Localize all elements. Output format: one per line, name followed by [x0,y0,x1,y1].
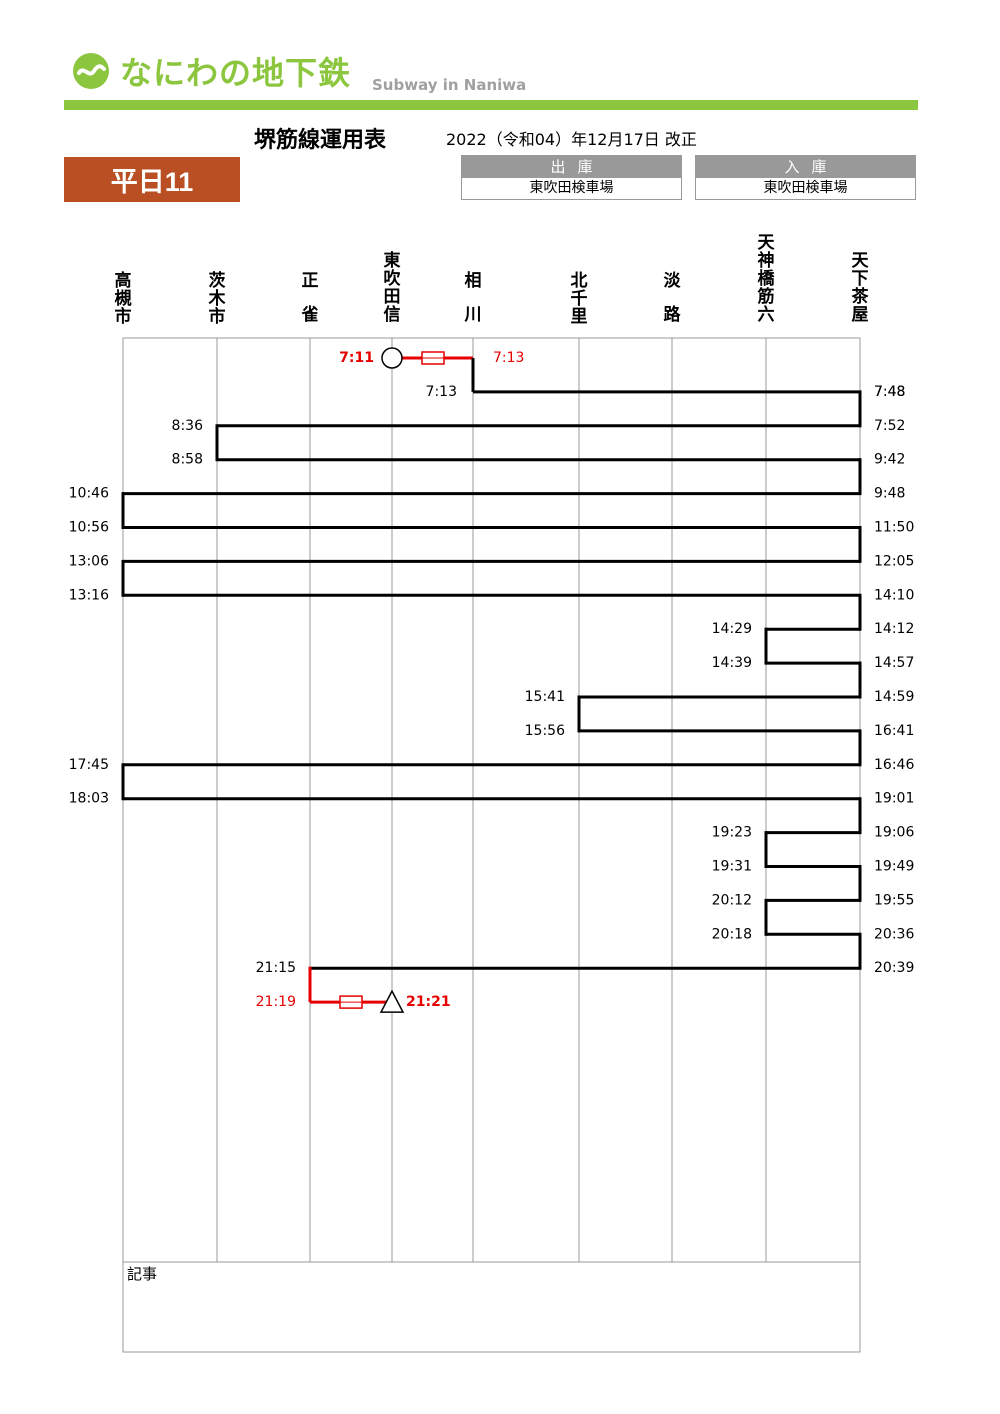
station-3: 正雀 [301,271,319,325]
time-label: 7:13 [426,384,457,400]
time-label: 21:21 [406,994,451,1010]
depot-out-value: 東吹田検車場 [529,180,614,196]
station-5: 相川 [464,271,482,325]
time-label: 19:01 [874,791,914,807]
logo-text: なにわの地下鉄 [120,54,352,92]
depart-circle-icon [381,347,403,369]
time-label: 16:41 [874,723,914,739]
time-label: 15:41 [525,689,565,705]
time-label: 19:55 [874,892,914,908]
time-label: 19:49 [874,859,914,875]
notes-label: 記事 [127,1265,157,1283]
time-label: 11:50 [874,520,914,536]
arrive-triangle-icon [379,989,405,1013]
time-label: 19:31 [712,859,752,875]
time-label: 13:16 [69,587,109,603]
station-4: 東吹田信 [383,251,401,325]
station-8: 天神橋筋六 [757,233,775,325]
time-label: 8:36 [172,418,204,434]
time-label: 8:58 [172,452,203,468]
station-7: 淡路 [663,271,681,325]
station-6: 北千里 [570,271,588,327]
time-label: 14:39 [712,655,752,671]
logo-subtitle: Subway in Naniwa [372,76,527,94]
diagram-frame [122,337,861,1353]
time-label: 20:18 [712,926,752,942]
time-label: 15:56 [525,723,565,739]
time-label: 7:48 [874,384,905,400]
time-label: 14:12 [874,621,914,637]
subway-logo-icon [73,53,109,89]
time-label: 7:52 [874,418,905,434]
time-label: 10:46 [69,486,109,502]
depot-out-label: 出庫 [462,156,681,178]
time-label: 10:56 [69,520,109,536]
time-label: 7:13 [493,350,524,366]
time-label: 9:42 [874,452,905,468]
station-9: 天下茶屋 [851,251,869,325]
time-label: 18:03 [69,791,109,807]
station-1: 高槻市 [114,271,132,327]
depot-in-label: 入庫 [696,156,915,178]
time-label: 7:11 [339,350,374,366]
time-label: 19:23 [712,825,752,841]
time-label: 7:48 [874,384,905,400]
time-label: 14:57 [874,655,914,671]
time-label: 9:48 [874,486,905,502]
revision-date: 2022（令和04）年12月17日 改正 [446,130,697,149]
time-label: 20:36 [874,926,914,942]
time-label: 19:06 [874,825,914,841]
depot-in-box: 入庫 東吹田検車場 [695,155,916,200]
time-label: 21:15 [256,960,296,976]
header-divider [64,100,918,110]
time-label: 20:39 [874,960,914,976]
depot-out-box: 出庫 東吹田検車場 [461,155,682,200]
time-label: 21:19 [256,994,296,1010]
depot-in-value: 東吹田検車場 [763,180,848,196]
time-label: 13:06 [69,553,109,569]
time-label: 20:12 [712,892,752,908]
time-label: 14:59 [874,689,914,705]
time-label: 16:46 [874,757,914,773]
station-2: 茨木市 [208,271,226,327]
time-label: 12:05 [874,553,914,569]
page-title: 堺筋線運用表 [254,128,387,153]
time-label: 17:45 [69,757,109,773]
day-type-badge: 平日11 [64,157,240,202]
time-label: 14:29 [712,621,752,637]
time-label: 14:10 [874,587,914,603]
